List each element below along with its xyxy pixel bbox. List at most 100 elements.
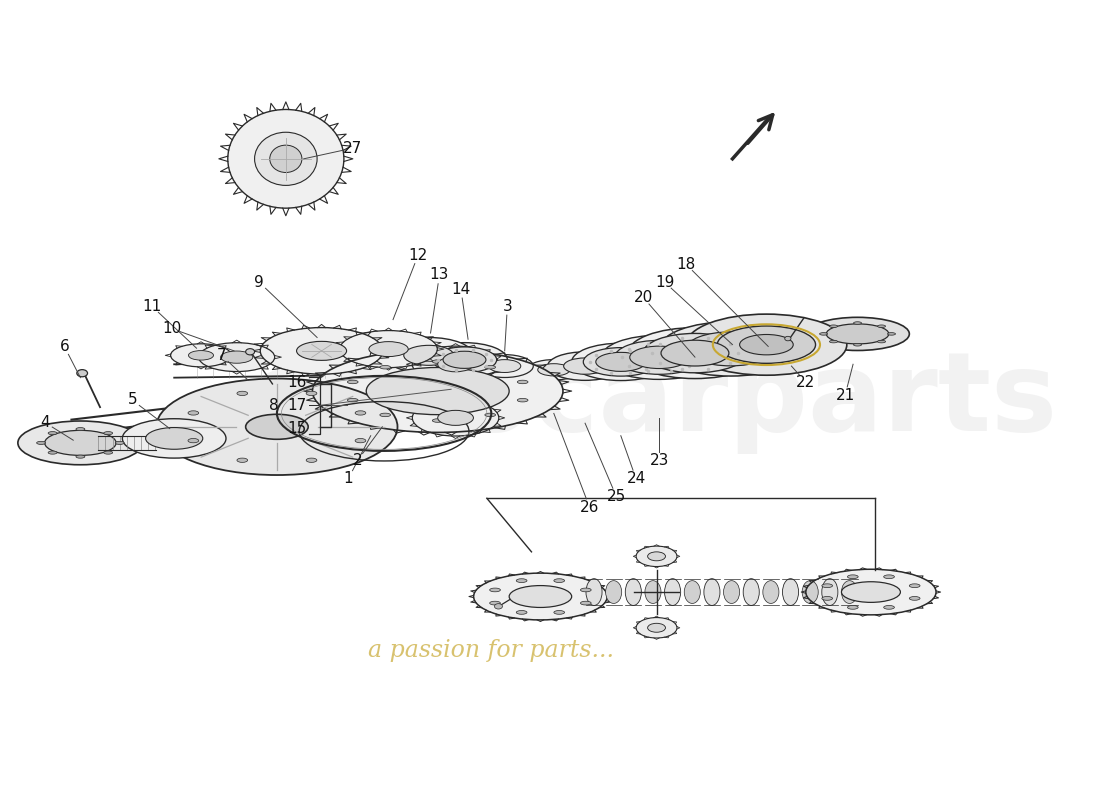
Ellipse shape xyxy=(509,586,572,607)
Ellipse shape xyxy=(76,455,85,458)
Ellipse shape xyxy=(188,411,199,415)
Ellipse shape xyxy=(744,578,759,606)
Ellipse shape xyxy=(754,339,761,343)
Ellipse shape xyxy=(645,581,661,603)
Ellipse shape xyxy=(554,610,564,614)
Ellipse shape xyxy=(717,326,815,363)
Ellipse shape xyxy=(883,575,894,578)
Ellipse shape xyxy=(596,352,646,371)
Ellipse shape xyxy=(724,581,739,603)
Text: 24: 24 xyxy=(626,471,646,486)
Ellipse shape xyxy=(664,578,681,606)
Ellipse shape xyxy=(659,322,802,376)
Ellipse shape xyxy=(306,458,317,462)
Ellipse shape xyxy=(847,575,858,578)
Ellipse shape xyxy=(910,584,920,587)
Ellipse shape xyxy=(355,438,366,442)
Text: 5: 5 xyxy=(128,393,138,407)
Ellipse shape xyxy=(348,380,359,384)
Ellipse shape xyxy=(170,344,231,367)
Ellipse shape xyxy=(554,578,564,582)
Ellipse shape xyxy=(188,438,199,442)
Ellipse shape xyxy=(245,349,254,355)
Ellipse shape xyxy=(517,398,528,402)
Text: 25: 25 xyxy=(607,489,626,504)
Ellipse shape xyxy=(615,340,704,374)
Text: 19: 19 xyxy=(654,274,674,290)
Ellipse shape xyxy=(822,578,838,606)
Ellipse shape xyxy=(379,413,390,417)
Ellipse shape xyxy=(412,346,498,382)
Ellipse shape xyxy=(602,335,717,379)
Ellipse shape xyxy=(340,330,438,368)
Text: 18: 18 xyxy=(676,257,695,272)
Text: 9: 9 xyxy=(254,274,264,290)
Ellipse shape xyxy=(829,325,837,327)
Text: 26: 26 xyxy=(580,500,600,514)
Ellipse shape xyxy=(842,581,858,603)
Text: 16: 16 xyxy=(287,374,306,390)
Ellipse shape xyxy=(842,582,901,602)
Ellipse shape xyxy=(103,431,112,434)
Ellipse shape xyxy=(432,418,443,422)
Ellipse shape xyxy=(517,380,528,384)
Ellipse shape xyxy=(297,342,346,360)
Ellipse shape xyxy=(384,338,473,374)
Ellipse shape xyxy=(878,340,886,343)
Ellipse shape xyxy=(782,578,799,606)
Ellipse shape xyxy=(485,366,496,369)
Text: 2: 2 xyxy=(352,454,362,468)
Ellipse shape xyxy=(516,610,527,614)
Ellipse shape xyxy=(432,347,497,373)
Text: 10: 10 xyxy=(162,321,182,336)
Ellipse shape xyxy=(629,346,689,369)
Ellipse shape xyxy=(563,358,606,374)
Ellipse shape xyxy=(270,145,301,173)
Ellipse shape xyxy=(704,578,720,606)
Ellipse shape xyxy=(18,421,143,465)
Text: 11: 11 xyxy=(142,298,162,314)
Ellipse shape xyxy=(648,623,666,632)
Text: a passion for parts...: a passion for parts... xyxy=(368,638,614,662)
Text: 17: 17 xyxy=(287,398,306,413)
Ellipse shape xyxy=(236,391,248,395)
Ellipse shape xyxy=(245,414,308,439)
Text: 4: 4 xyxy=(40,415,49,430)
Text: 12: 12 xyxy=(408,248,428,262)
Ellipse shape xyxy=(48,431,57,434)
Text: 1: 1 xyxy=(343,471,353,486)
Ellipse shape xyxy=(366,367,509,414)
Text: 8: 8 xyxy=(270,398,278,413)
Ellipse shape xyxy=(156,378,397,475)
Ellipse shape xyxy=(805,318,910,350)
Ellipse shape xyxy=(636,618,676,638)
Ellipse shape xyxy=(644,334,747,373)
Ellipse shape xyxy=(438,410,473,426)
Ellipse shape xyxy=(854,322,861,324)
Ellipse shape xyxy=(648,552,666,561)
Ellipse shape xyxy=(548,352,623,380)
Ellipse shape xyxy=(625,578,641,606)
Ellipse shape xyxy=(686,332,775,366)
Ellipse shape xyxy=(826,324,889,344)
Ellipse shape xyxy=(684,581,701,603)
Text: 22: 22 xyxy=(796,374,815,390)
Ellipse shape xyxy=(581,588,591,592)
Ellipse shape xyxy=(586,578,602,606)
Text: 23: 23 xyxy=(649,454,669,468)
Text: 21: 21 xyxy=(835,388,855,403)
Ellipse shape xyxy=(538,364,570,376)
Ellipse shape xyxy=(516,578,527,582)
Ellipse shape xyxy=(145,427,202,450)
Ellipse shape xyxy=(806,570,936,615)
Ellipse shape xyxy=(474,573,607,620)
Ellipse shape xyxy=(581,602,591,605)
Ellipse shape xyxy=(77,370,88,377)
Text: 15: 15 xyxy=(287,421,306,436)
Ellipse shape xyxy=(306,391,317,395)
Ellipse shape xyxy=(802,581,818,603)
Text: 3: 3 xyxy=(503,298,513,314)
Ellipse shape xyxy=(116,442,124,445)
Ellipse shape xyxy=(254,132,317,186)
Ellipse shape xyxy=(888,333,895,335)
